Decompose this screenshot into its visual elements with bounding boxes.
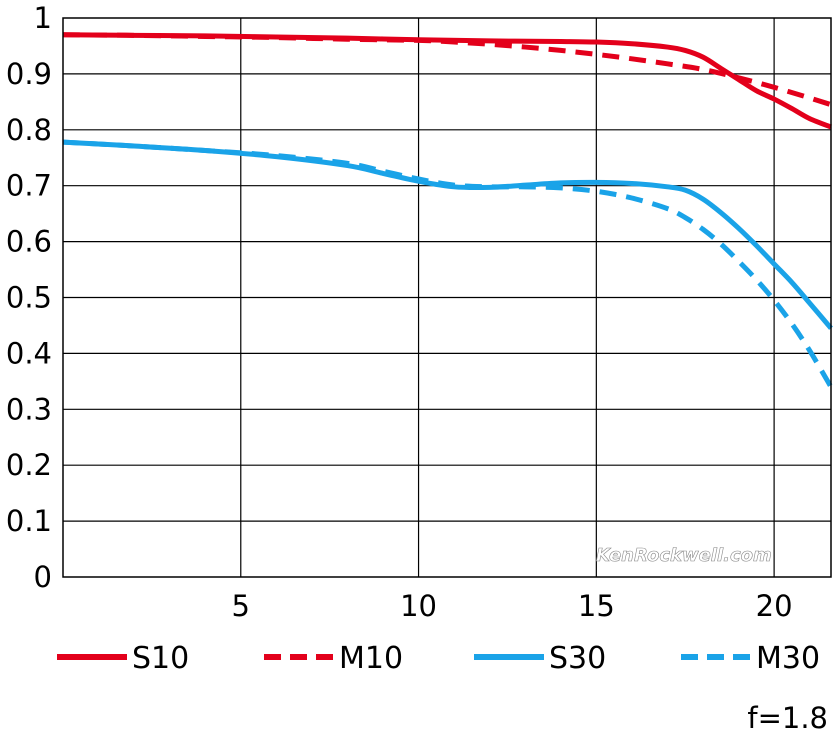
y-tick-label: 0.6 — [6, 225, 52, 259]
legend-label: S10 — [132, 641, 189, 676]
series-line-s30 — [62, 139, 833, 330]
series-line-m30 — [62, 139, 834, 389]
x-tick-label: 20 — [756, 589, 793, 623]
y-tick-label: 0.8 — [6, 113, 52, 147]
x-axis-ticks: 5 10 15 20 — [232, 589, 793, 623]
plot-border — [62, 17, 832, 578]
y-tick-label: 0.9 — [6, 57, 52, 91]
legend-item-s10: S10 — [57, 641, 189, 676]
y-tick-label: 0.3 — [6, 392, 52, 426]
series-line-m10 — [62, 32, 832, 108]
series-line-s10 — [62, 32, 832, 130]
plot-frame — [62, 17, 832, 578]
y-axis-ticks: 0 0.1 0.2 0.3 0.4 0.5 0.6 0.7 0.8 0.9 1 — [6, 1, 52, 594]
y-tick-label: 1 — [34, 1, 52, 35]
aperture-note: f=1.8 — [747, 701, 828, 734]
legend-label: M10 — [339, 641, 403, 676]
y-tick-label: 0 — [34, 560, 52, 594]
legend-item-m10: M10 — [264, 641, 403, 676]
legend-item-s30: S30 — [474, 641, 606, 676]
legend: S10 M10 S30 M30 — [57, 641, 820, 676]
x-tick-label: 15 — [578, 589, 615, 623]
legend-item-m30: M30 — [681, 641, 820, 676]
x-tick-label: 5 — [232, 589, 250, 623]
watermark-text: KenRockwell.com — [596, 545, 772, 566]
y-tick-label: 0.7 — [6, 169, 52, 203]
y-tick-label: 0.2 — [6, 448, 52, 482]
y-tick-label: 0.5 — [6, 281, 52, 315]
legend-label: S30 — [549, 641, 606, 676]
legend-label: M30 — [756, 641, 820, 676]
y-tick-label: 0.1 — [6, 504, 52, 538]
series-group — [62, 32, 834, 389]
x-tick-label: 10 — [400, 589, 437, 623]
y-tick-label: 0.4 — [6, 336, 52, 370]
grid — [63, 18, 831, 577]
